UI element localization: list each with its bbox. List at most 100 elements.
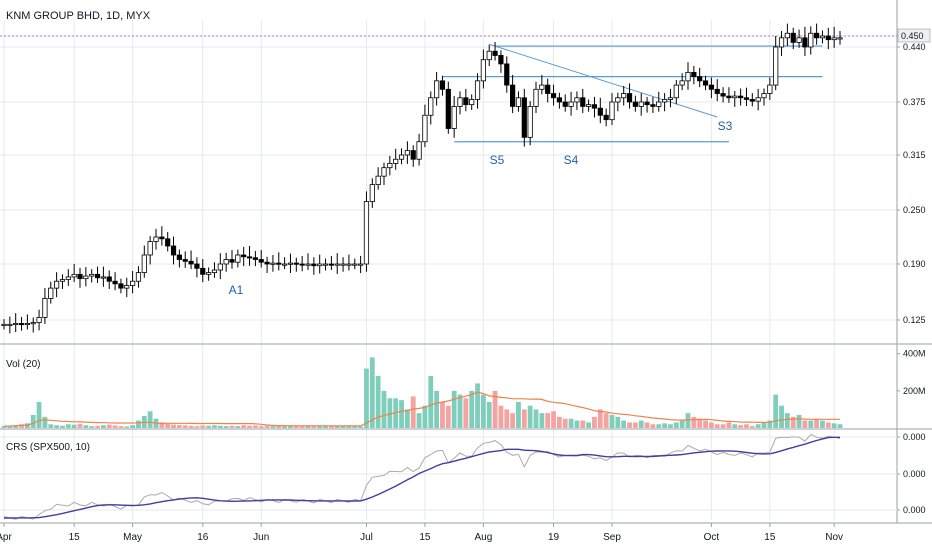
candle-body <box>580 97 586 107</box>
volume-bar <box>708 422 714 428</box>
trend-line <box>489 43 718 118</box>
crs-tick-label: 0.000 <box>903 432 926 442</box>
candle <box>241 246 247 267</box>
candle <box>182 251 188 268</box>
volume-bar <box>288 425 293 428</box>
candle-body <box>299 263 305 266</box>
candle <box>317 254 323 274</box>
volume-bar <box>627 422 632 428</box>
candle <box>720 87 726 103</box>
candle-body <box>258 259 264 263</box>
candle <box>650 96 656 114</box>
volume-bar <box>814 418 820 428</box>
volume-bar <box>124 426 130 428</box>
candle <box>71 264 77 283</box>
time-tick-label: 15 <box>764 532 776 543</box>
candle <box>708 77 714 99</box>
volume-bar <box>615 416 621 428</box>
volume-bar <box>7 425 13 428</box>
candle-body <box>667 97 674 100</box>
candle <box>603 108 609 127</box>
candle <box>697 67 703 88</box>
candle <box>112 272 118 291</box>
candle <box>515 91 522 112</box>
volume-bar <box>159 422 165 428</box>
candle-body <box>638 101 644 107</box>
candle-body <box>556 97 562 103</box>
volume-bar <box>603 413 609 428</box>
candle-body <box>334 263 340 266</box>
candle <box>749 93 755 107</box>
candle-body <box>7 323 13 326</box>
candle-body <box>474 80 481 100</box>
candle-body <box>480 59 486 82</box>
volume-bar <box>293 425 299 428</box>
candle <box>13 313 19 333</box>
candle <box>194 257 200 278</box>
volume-bar <box>36 402 42 428</box>
candle <box>808 26 814 55</box>
crs-tick-label: 0.000 <box>903 505 926 515</box>
candle <box>18 316 25 331</box>
candle <box>188 250 194 270</box>
volume-bar <box>352 425 358 428</box>
volume-bar <box>726 422 732 428</box>
candle <box>428 91 434 125</box>
candle-body <box>135 272 142 282</box>
candle-body <box>486 50 492 61</box>
volume-bar <box>340 426 346 428</box>
candle-body <box>1 323 7 326</box>
candle <box>837 30 843 45</box>
volume-bar <box>305 425 311 428</box>
candle <box>404 141 410 164</box>
candle-body <box>317 263 323 267</box>
candle-body <box>322 263 329 266</box>
candle <box>83 267 89 287</box>
candle <box>656 91 662 112</box>
candle <box>527 101 533 146</box>
candle-body <box>100 276 106 279</box>
candle <box>615 92 621 112</box>
volume-bar <box>457 394 463 428</box>
candle-body <box>533 88 539 107</box>
volume-bar <box>469 390 475 428</box>
candle <box>539 74 545 95</box>
candle-body <box>24 323 30 326</box>
candle-body <box>837 37 843 40</box>
candle-body <box>65 276 71 280</box>
volume-bar <box>422 405 428 428</box>
candle-body <box>124 285 130 289</box>
crs-line <box>3 433 841 520</box>
volume-bar <box>790 416 796 428</box>
candle <box>492 41 498 61</box>
candle-body <box>375 175 381 186</box>
candle-body <box>439 80 446 90</box>
volume-bar <box>404 409 410 428</box>
candle-body <box>819 35 826 39</box>
candle <box>258 250 264 268</box>
candle <box>714 79 720 102</box>
time-tick-label: Sep <box>603 532 621 543</box>
volume-bar <box>188 425 194 428</box>
candle-body <box>550 93 557 99</box>
volume-bar <box>323 425 328 428</box>
candle <box>381 162 387 186</box>
candle-body <box>77 273 83 280</box>
volume-bar <box>551 411 556 428</box>
annotation-label: S4 <box>564 153 579 167</box>
candle <box>662 93 668 112</box>
candle-body <box>235 254 241 263</box>
candle <box>545 78 551 103</box>
candle <box>504 56 510 93</box>
candle-body <box>94 273 101 279</box>
volume-bar <box>539 413 545 428</box>
candle <box>732 91 738 107</box>
volume-bar <box>77 423 83 428</box>
candle <box>305 253 311 271</box>
volume-bar <box>732 424 738 428</box>
candle-body <box>773 46 779 86</box>
candle <box>1 319 7 330</box>
candle <box>556 92 562 109</box>
volume-bar <box>749 426 755 428</box>
volume-bar <box>703 420 708 428</box>
